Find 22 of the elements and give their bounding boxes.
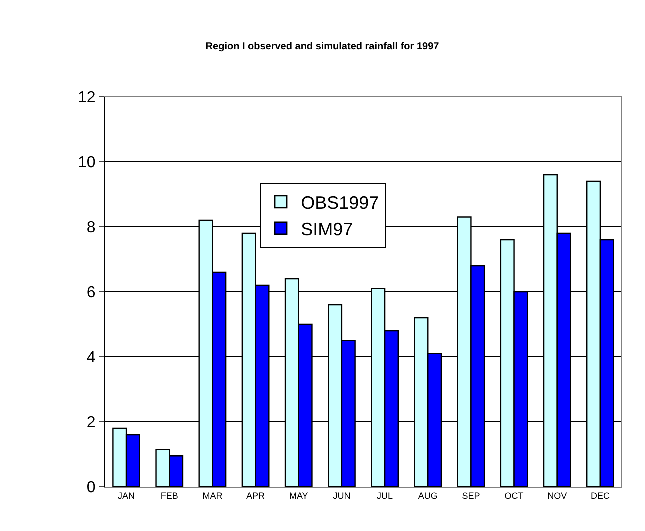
x-tick-label: JAN [118, 490, 136, 501]
legend-label: OBS1997 [301, 193, 380, 214]
chart-title: Region I observed and simulated rainfall for 1997 [206, 41, 440, 52]
y-tick-label: 8 [86, 220, 96, 237]
x-tick-label: FEB [160, 490, 178, 501]
x-tick-label: MAR [202, 490, 224, 501]
x-tick-label: OCT [504, 490, 524, 501]
y-tick-label: 10 [78, 154, 96, 172]
x-tick-label: AUG [418, 490, 438, 501]
y-tick-label: 6 [86, 284, 96, 302]
y-tick-label: 2 [86, 414, 96, 432]
x-tick-label: APR [246, 490, 266, 501]
x-tick-label: NOV [548, 490, 568, 501]
x-tick-label: JUL [377, 490, 394, 501]
y-tick-label: 12 [78, 90, 96, 107]
x-tick-label: MAY [289, 490, 308, 501]
y-tick-label: 0 [86, 480, 96, 497]
y-tick-label: 4 [86, 350, 96, 367]
x-tick-label: DEC [590, 490, 610, 501]
x-tick-label: JUN [333, 490, 351, 501]
x-tick-label: SEP [462, 490, 480, 501]
legend-label: SIM97 [301, 219, 354, 240]
